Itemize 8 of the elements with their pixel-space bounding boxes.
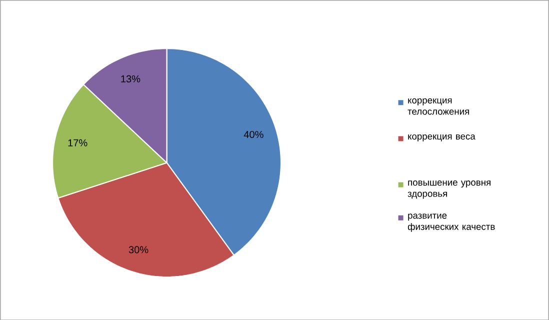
legend-label: развитие физических качеств	[408, 213, 495, 232]
legend-label: коррекция веса	[408, 134, 476, 142]
data-label: 17%	[68, 139, 88, 146]
data-label: 13%	[121, 75, 140, 82]
legend-label: повышение уровня здоровья	[408, 180, 490, 199]
data-label: 30%	[128, 246, 148, 253]
data-label: 40%	[244, 130, 264, 138]
legend-label: коррекция телосложения	[408, 98, 469, 114]
